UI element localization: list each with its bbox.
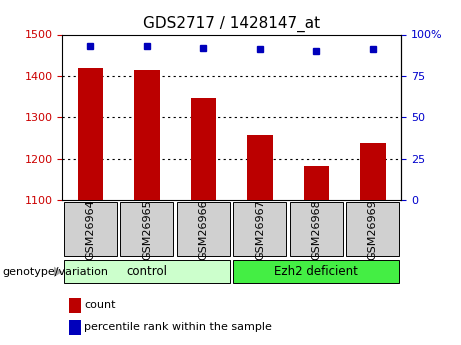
Polygon shape (54, 267, 62, 277)
Text: control: control (126, 265, 167, 278)
Text: percentile rank within the sample: percentile rank within the sample (84, 322, 272, 332)
Bar (247, 135, 272, 200)
Bar (346, 203, 399, 256)
Text: GSM26965: GSM26965 (142, 199, 152, 260)
Bar (134, 70, 160, 200)
Text: GSM26966: GSM26966 (198, 199, 208, 260)
Bar (191, 98, 216, 200)
Bar (360, 143, 385, 200)
Bar (69, 320, 81, 335)
Bar (177, 203, 230, 256)
Bar (64, 203, 117, 256)
Text: GSM26964: GSM26964 (85, 199, 95, 260)
Bar (64, 260, 230, 283)
Bar (78, 68, 103, 200)
Text: GSM26969: GSM26969 (368, 199, 378, 260)
Bar (290, 203, 343, 256)
Bar (233, 260, 399, 283)
Text: GSM26968: GSM26968 (311, 199, 321, 260)
Bar (233, 203, 286, 256)
Bar (69, 298, 81, 313)
Bar (304, 166, 329, 200)
Text: genotype/variation: genotype/variation (2, 267, 108, 277)
Text: count: count (84, 300, 116, 310)
Bar (120, 203, 173, 256)
Text: GSM26967: GSM26967 (255, 199, 265, 260)
Title: GDS2717 / 1428147_at: GDS2717 / 1428147_at (143, 16, 320, 32)
Text: Ezh2 deficient: Ezh2 deficient (274, 265, 358, 278)
